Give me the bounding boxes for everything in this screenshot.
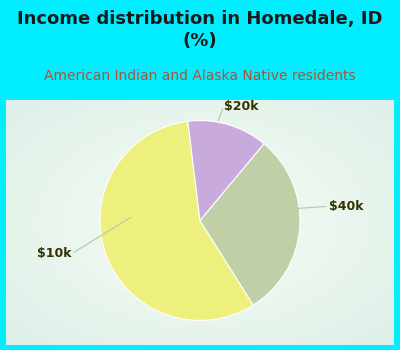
Text: American Indian and Alaska Native residents: American Indian and Alaska Native reside… bbox=[44, 69, 356, 83]
Wedge shape bbox=[100, 121, 253, 321]
Text: Income distribution in Homedale, ID
(%): Income distribution in Homedale, ID (%) bbox=[17, 10, 383, 50]
Wedge shape bbox=[188, 120, 264, 220]
Text: $10k: $10k bbox=[37, 247, 72, 260]
Text: $40k: $40k bbox=[328, 200, 363, 213]
Wedge shape bbox=[200, 144, 300, 305]
Text: $20k: $20k bbox=[224, 100, 258, 113]
